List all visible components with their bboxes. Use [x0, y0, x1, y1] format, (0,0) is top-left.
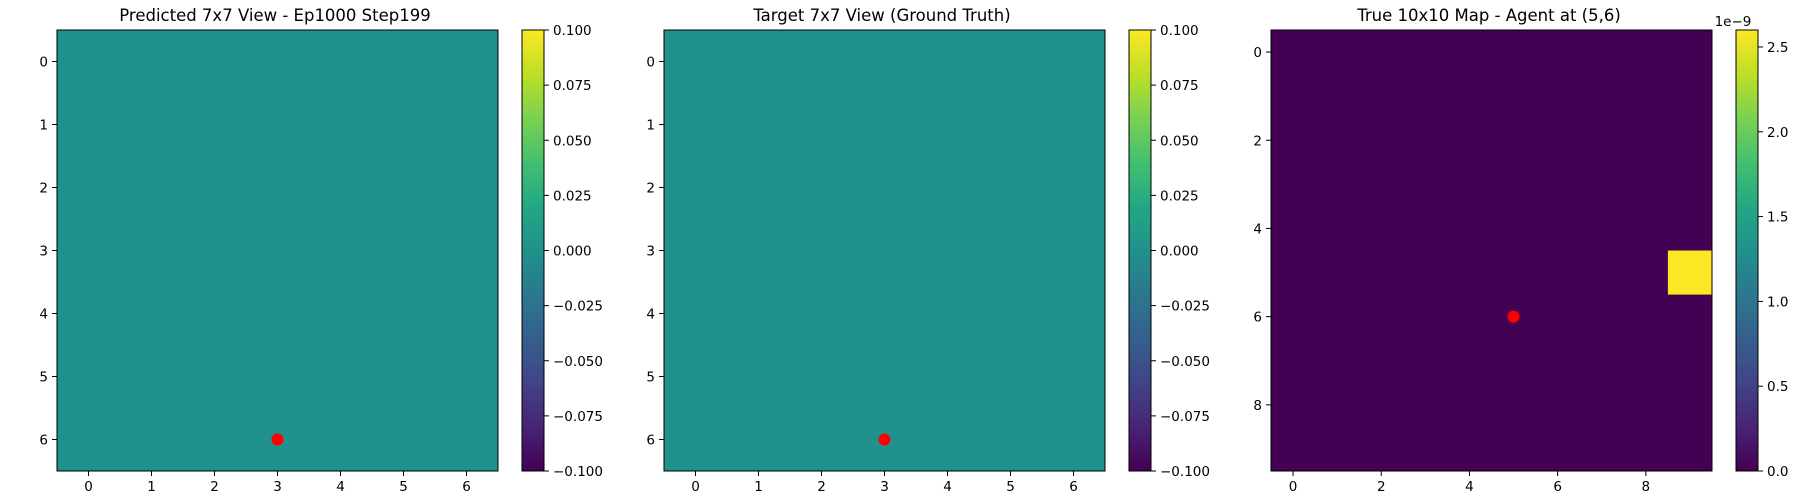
x-tick-label: 2	[210, 479, 219, 495]
y-tick-label: 6	[646, 433, 655, 449]
y-tick-label: 5	[39, 370, 48, 386]
colorbar: 0.100 0.075 0.050 0.025 0.000 −0.025 −0.050 −0.…	[521, 23, 603, 480]
y-tick-label: 2	[646, 181, 655, 197]
panel-true-map: True 10x10 Map - Agent at (5,6) 0 2 4 6 8 0 2 4…	[1253, 6, 1788, 495]
axes-frame	[1270, 29, 1713, 472]
colorbar-tick-label: 0.5	[1767, 379, 1788, 395]
x-tick-label: 4	[1465, 479, 1474, 495]
colorbar-tick-label: −0.100	[553, 464, 603, 480]
colorbar-tick-label: 0.0	[1767, 464, 1788, 480]
y-tick-label: 2	[1253, 133, 1262, 149]
x-tick-label: 4	[943, 479, 952, 495]
agent-marker	[878, 433, 891, 446]
colorbar-tick-label: 1.5	[1767, 210, 1788, 226]
y-tick-label: 6	[39, 433, 48, 449]
y-tick-label: 6	[1253, 310, 1262, 326]
panel-target-view: Target 7x7 View (Ground Truth) 0 1 2 3 4 5 6 0 1…	[646, 6, 1210, 495]
colorbar-tick-label: 0.025	[553, 188, 592, 204]
y-tick-label: 3	[646, 244, 655, 260]
x-tick-label: 4	[336, 479, 345, 495]
colorbar-tick-label: −0.025	[553, 299, 603, 315]
heatmap-background	[664, 30, 1105, 471]
colorbar: 0.100 0.075 0.050 0.025 0.000 −0.025 −0.050 −0.…	[1128, 23, 1210, 480]
x-tick-label: 0	[691, 479, 700, 495]
x-tick-label: 1	[147, 479, 156, 495]
x-tick-label: 6	[462, 479, 471, 495]
y-tick-label: 8	[1253, 398, 1262, 414]
colorbar-tick-label: 2.0	[1767, 125, 1788, 141]
chart-title: True 10x10 Map - Agent at (5,6)	[1356, 6, 1621, 25]
heatmap-area: 0 1 2 3 4 5 6 0 1 2 3 4 5 6	[39, 29, 499, 495]
colorbar-tick-label: 0.100	[553, 23, 592, 39]
x-tick-label: 1	[754, 479, 763, 495]
x-tick-label: 3	[880, 479, 889, 495]
y-tick-label: 0	[1253, 45, 1262, 61]
agent-marker	[271, 433, 284, 446]
heatmap-background	[1271, 30, 1712, 471]
y-tick-label: 2	[39, 181, 48, 197]
colorbar-tick-label: −0.075	[1160, 409, 1210, 425]
chart-title: Predicted 7x7 View - Ep1000 Step199	[119, 6, 431, 25]
heatmap-area: 0 1 2 3 4 5 6 0 1 2 3 4 5 6	[646, 29, 1106, 495]
y-tick-label: 3	[39, 244, 48, 260]
colorbar-tick-label: 0.075	[553, 78, 592, 94]
x-tick-label: 5	[399, 479, 408, 495]
x-tick-label: 6	[1553, 479, 1562, 495]
x-tick-label: 0	[1289, 479, 1298, 495]
colorbar-tick-label: 0.000	[553, 244, 592, 260]
colorbar-tick-label: 2.5	[1767, 40, 1788, 56]
panel-predicted-view: Predicted 7x7 View - Ep1000 Step199 0 1 2 3…	[39, 6, 603, 495]
colorbar-tick-label: 0.025	[1160, 188, 1199, 204]
colorbar-tick-label: 0.000	[1160, 244, 1199, 260]
y-tick-label: 4	[1253, 221, 1262, 237]
colorbar-tick-label: 0.050	[1160, 133, 1199, 149]
x-tick-label: 0	[84, 479, 93, 495]
colorbar-tick-label: −0.025	[1160, 299, 1210, 315]
colorbar-tick-label: 0.050	[553, 133, 592, 149]
colorbar-tick-label: −0.050	[1160, 354, 1210, 370]
colorbar-offset-label: 1e−9	[1715, 14, 1752, 30]
y-tick-label: 1	[39, 118, 48, 134]
colorbar-gradient	[1735, 29, 1759, 472]
colorbar-gradient	[521, 29, 545, 472]
y-tick-label: 1	[646, 118, 655, 134]
x-tick-label: 3	[273, 479, 282, 495]
heatmap-background	[57, 30, 498, 471]
y-tick-label: 0	[646, 55, 655, 71]
x-tick-label: 2	[817, 479, 826, 495]
x-tick-label: 8	[1642, 479, 1651, 495]
chart-title: Target 7x7 View (Ground Truth)	[752, 6, 1010, 25]
agent-marker	[1507, 310, 1520, 323]
x-tick-label: 2	[1377, 479, 1386, 495]
y-tick-label: 0	[39, 55, 48, 71]
heatmap-area: 0 2 4 6 8 0 2 4 6 8	[1253, 29, 1713, 495]
colorbar-tick-label: 0.075	[1160, 78, 1199, 94]
y-tick-label: 5	[646, 370, 655, 386]
heatmap-cell	[1667, 250, 1712, 295]
colorbar-tick-label: −0.050	[553, 354, 603, 370]
colorbar-tick-label: 1.0	[1767, 294, 1788, 310]
x-tick-label: 5	[1006, 479, 1015, 495]
colorbar-tick-label: −0.075	[553, 409, 603, 425]
colorbar-gradient	[1128, 29, 1152, 472]
y-tick-label: 4	[39, 307, 48, 323]
y-tick-label: 4	[646, 307, 655, 323]
colorbar-tick-label: −0.100	[1160, 464, 1210, 480]
colorbar-tick-label: 0.100	[1160, 23, 1199, 39]
x-tick-label: 6	[1069, 479, 1078, 495]
colorbar: 2.5 2.0 1.5 1.0 0.5 0.0	[1735, 29, 1788, 480]
